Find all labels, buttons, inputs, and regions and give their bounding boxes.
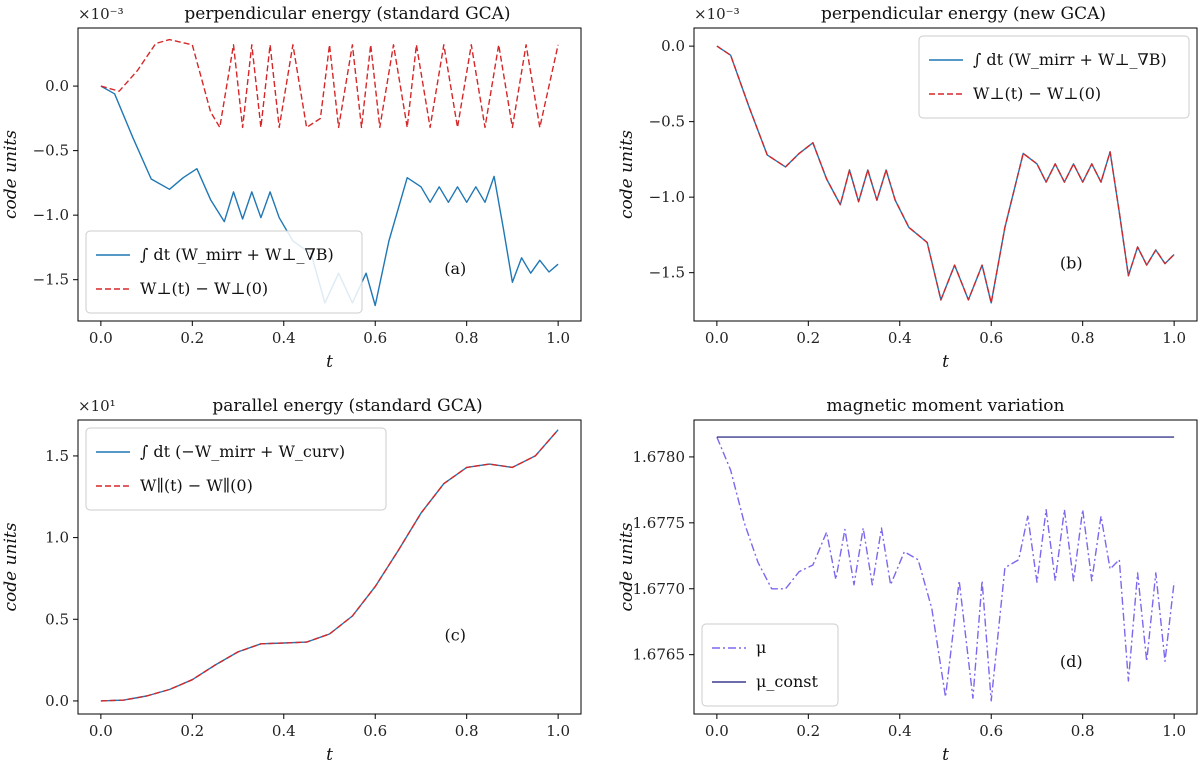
y-tick-label: −0.5 xyxy=(649,113,685,131)
legend-entry: ∫ dt (W_mirr + W⊥_∇B) xyxy=(140,245,334,264)
y-tick-label: −0.5 xyxy=(33,142,69,160)
chart-title: magnetic moment variation xyxy=(827,396,1065,416)
x-tick-label: 0.8 xyxy=(1071,329,1095,347)
legend-entry: ∫ dt (W_mirr + W⊥_∇B) xyxy=(973,50,1167,69)
chart-panel-a: 0.0 0.2 0.4 0.6 0.8 1.0 0.0 −0.5 −1.0 −1.5 perpend… xyxy=(1,4,582,372)
chart-title: perpendicular energy (new GCA) xyxy=(821,4,1106,24)
y-axis-label: code units xyxy=(1,130,21,219)
y-tick-label: 1.6780 xyxy=(633,448,686,466)
axes-frame xyxy=(693,27,1198,322)
legend-entry: W∥(t) − W∥(0) xyxy=(140,476,253,495)
series-line-a-1 xyxy=(100,38,559,129)
panel-tag: (d) xyxy=(1060,652,1083,671)
series-line-c-0 xyxy=(100,429,559,702)
legend: ∫ dt (W_mirr + W⊥_∇B) W⊥(t) − W⊥(0) xyxy=(918,35,1190,119)
x-tick-label: 1.0 xyxy=(1162,722,1186,740)
legend-box xyxy=(85,427,387,511)
y-tick-label: 1.6775 xyxy=(633,514,686,532)
x-tick-label: 0.2 xyxy=(796,329,820,347)
legend-box xyxy=(701,623,839,707)
exponent-label: ×10¹ xyxy=(78,397,116,415)
legend-entry: W⊥(t) − W⊥(0) xyxy=(973,84,1101,103)
y-tick-label: −1.0 xyxy=(33,206,69,224)
x-tick-label: 0.4 xyxy=(888,722,912,740)
x-axis-label: t xyxy=(326,352,333,372)
x-tick-label: 1.0 xyxy=(546,329,570,347)
panel-tag: (b) xyxy=(1060,253,1083,272)
x-tick-label: 0.2 xyxy=(180,329,204,347)
y-tick-label: 0.0 xyxy=(45,77,69,95)
legend: ∫ dt (W_mirr + W⊥_∇B) W⊥(t) − W⊥(0) xyxy=(85,230,363,314)
legend-entry: μ_const xyxy=(756,672,819,691)
y-tick-label: 1.6770 xyxy=(633,580,686,598)
x-tick-label: 0.4 xyxy=(888,329,912,347)
y-tick-label: −1.5 xyxy=(33,271,69,289)
panel-tag: (a) xyxy=(444,259,466,278)
x-tick-label: 0.6 xyxy=(979,722,1003,740)
x-tick-label: 0.8 xyxy=(455,722,479,740)
legend-box xyxy=(85,230,363,314)
x-tick-label: 0.8 xyxy=(1071,722,1095,740)
y-tick-label: 0.0 xyxy=(661,37,685,55)
y-tick-label: 1.5 xyxy=(45,447,69,465)
series-line-b-1 xyxy=(716,45,1175,304)
y-axis-label: code units xyxy=(1,522,21,611)
chart-panel-c: 0.0 0.2 0.4 0.6 0.8 1.0 0.0 0.5 1.0 1.5 parallel e… xyxy=(1,396,582,765)
x-tick-label: 0.2 xyxy=(180,722,204,740)
y-tick-label: 1.0 xyxy=(45,529,69,547)
x-tick-label: 0.2 xyxy=(796,722,820,740)
x-tick-label: 1.0 xyxy=(546,722,570,740)
legend-entry: W⊥(t) − W⊥(0) xyxy=(140,279,268,298)
x-tick-label: 0.6 xyxy=(363,722,387,740)
y-axis-label: code units xyxy=(617,522,637,611)
legend-entry: ∫ dt (−W_mirr + W_curv) xyxy=(140,442,345,461)
legend: ∫ dt (−W_mirr + W_curv) W∥(t) − W∥(0) xyxy=(85,427,387,511)
x-tick-label: 0.0 xyxy=(89,722,113,740)
y-axis-label: code units xyxy=(617,130,637,219)
chart-title: parallel energy (standard GCA) xyxy=(212,396,482,416)
series-line-d-0 xyxy=(716,436,1175,702)
x-tick-label: 0.4 xyxy=(272,722,296,740)
chart-title: perpendicular energy (standard GCA) xyxy=(184,4,510,24)
legend-box xyxy=(918,35,1190,119)
x-tick-label: 0.8 xyxy=(455,329,479,347)
chart-panel-b: 0.0 0.2 0.4 0.6 0.8 1.0 0.0 −0.5 −1.0 −1.5 perpend… xyxy=(617,4,1198,372)
x-axis-label: t xyxy=(942,352,949,372)
axes-frame xyxy=(77,27,582,322)
x-tick-label: 1.0 xyxy=(1162,329,1186,347)
y-tick-label: 1.6765 xyxy=(633,646,686,664)
x-axis-label: t xyxy=(326,745,333,765)
y-tick-label: −1.0 xyxy=(649,188,685,206)
y-tick-label: −1.5 xyxy=(649,264,685,282)
axes-frame xyxy=(77,419,582,715)
x-tick-label: 0.0 xyxy=(705,722,729,740)
exponent-label: ×10⁻³ xyxy=(694,5,740,23)
legend: μ μ_const xyxy=(701,623,839,707)
x-tick-label: 0.4 xyxy=(272,329,296,347)
y-tick-label: 0.5 xyxy=(45,610,69,628)
x-tick-label: 0.0 xyxy=(89,329,113,347)
x-tick-label: 0.6 xyxy=(363,329,387,347)
panel-tag: (c) xyxy=(445,626,466,645)
exponent-label: ×10⁻³ xyxy=(78,5,124,23)
x-tick-label: 0.6 xyxy=(979,329,1003,347)
chart-panel-d: 0.0 0.2 0.4 0.6 0.8 1.0 1.6780 1.6775 1.6770 1.67… xyxy=(617,396,1198,765)
y-tick-label: 0.0 xyxy=(45,692,69,710)
x-axis-label: t xyxy=(942,745,949,765)
legend-entry: μ xyxy=(756,638,766,657)
axes-frame xyxy=(693,419,1198,715)
x-tick-label: 0.0 xyxy=(705,329,729,347)
